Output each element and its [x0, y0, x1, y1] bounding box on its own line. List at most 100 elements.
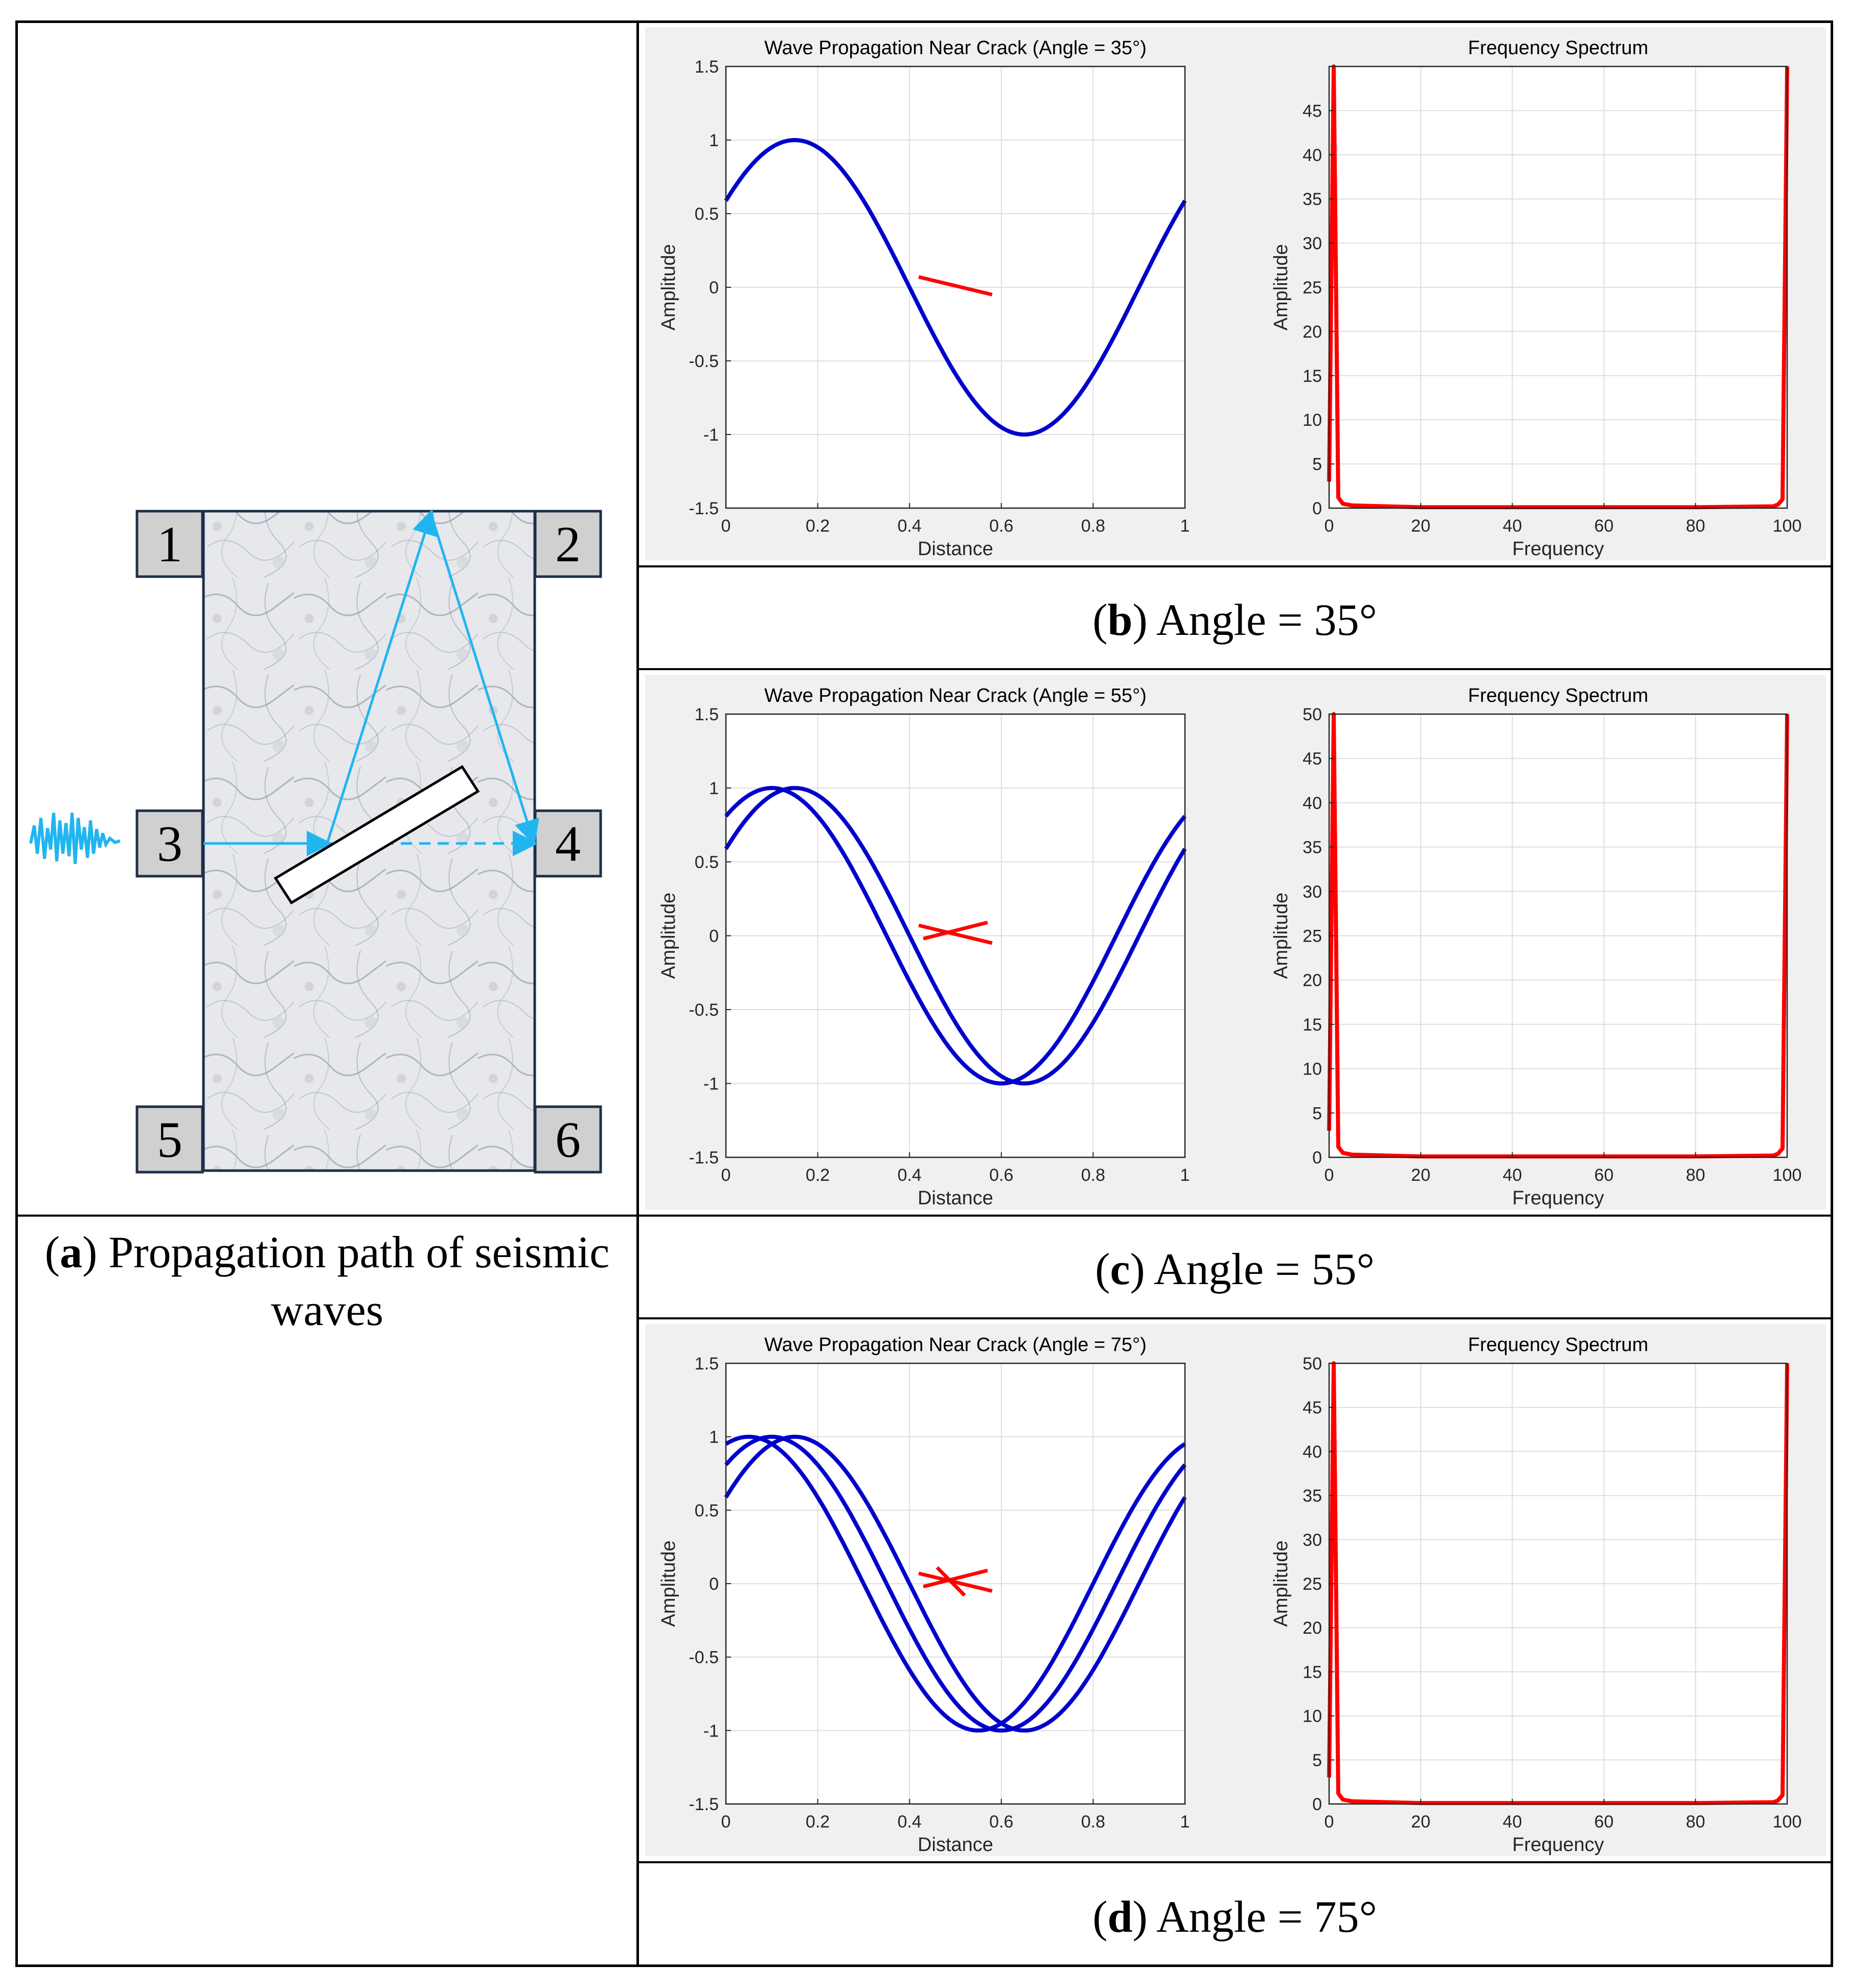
y-tick-label: 15 [1303, 367, 1322, 386]
frame-left [15, 20, 18, 1967]
x-tick-label: 100 [1773, 516, 1802, 536]
caption-a-text: Propagation path of seismic waves [108, 1228, 610, 1335]
y-axis-label: Amplitude [658, 893, 679, 979]
y-tick-label: 25 [1303, 1574, 1322, 1594]
caption-c: (c) Angle = 55° [1095, 1245, 1375, 1294]
x-tick-label: 1 [1180, 1812, 1190, 1832]
y-axis-label: Amplitude [658, 1541, 679, 1627]
caption-b: (b) Angle = 35° [1092, 596, 1377, 645]
frame-right [1831, 20, 1833, 1967]
y-tick-label: 1.5 [695, 705, 719, 724]
x-tick-label: 0.6 [989, 516, 1013, 536]
svg-text:5: 5 [157, 1111, 182, 1168]
sensor-6: 6 [534, 1105, 602, 1174]
wave-line-0 [724, 786, 1187, 1086]
y-tick-label: 40 [1303, 146, 1322, 165]
y-axis-label: Amplitude [1270, 244, 1292, 331]
y-tick-label: 20 [1303, 971, 1322, 990]
chart-title: Frequency Spectrum [1468, 1334, 1649, 1356]
frame-top [15, 20, 1833, 23]
chart-2: 0 0.2 0.4 0.6 0.8 1 -1.5 -1 -0.5 0 0.5 1 1.5 Wave Pro… [658, 685, 1190, 1209]
x-tick-label: 20 [1411, 1166, 1430, 1185]
y-axis-label: Amplitude [1270, 893, 1292, 979]
caption-b-text: Angle = 35° [1156, 596, 1377, 645]
wave-line-1 [724, 1434, 1187, 1733]
crack-line-1 [923, 921, 988, 941]
y-tick-label: -1.5 [689, 499, 719, 518]
x-tick-label: 0.2 [806, 1166, 830, 1185]
svg-text:6: 6 [555, 1111, 581, 1168]
row-divider-d-top [636, 1861, 1833, 1863]
y-tick-label: 0 [1312, 1795, 1322, 1814]
caption-a-letter: a [59, 1228, 82, 1277]
chart-4: 0 0.2 0.4 0.6 0.8 1 -1.5 -1 -0.5 0 0.5 1 1.5 Wave Pro… [658, 1334, 1190, 1856]
caption-c-letter: c [1110, 1245, 1130, 1294]
frame-bottom [15, 1964, 1833, 1967]
y-tick-label: 5 [1312, 455, 1322, 474]
frame-middle [636, 20, 639, 1967]
x-tick-label: 0.4 [898, 516, 922, 536]
y-tick-label: 20 [1303, 1618, 1322, 1638]
reflected-ray-down [429, 513, 539, 846]
y-tick-label: -1.5 [689, 1795, 719, 1814]
caption-d: (d) Angle = 75° [1092, 1892, 1377, 1942]
y-tick-label: 0.5 [695, 853, 719, 872]
y-tick-label: 30 [1303, 1530, 1322, 1550]
x-axis-label: Frequency [1512, 1834, 1604, 1856]
x-tick-label: 0.8 [1081, 1166, 1105, 1185]
y-tick-label: 0 [1312, 1148, 1322, 1168]
chart-5: 0 20 40 60 80 100 0 5 10 15 20 25 30 35 40 45 50 Frequenc… [1270, 1334, 1801, 1856]
seismic-source-waveform [29, 812, 121, 864]
y-tick-label: 30 [1303, 234, 1322, 254]
y-tick-label: 1.5 [695, 57, 719, 77]
chart-3: 0 20 40 60 80 100 0 5 10 15 20 25 30 35 40 45 50 Frequenc… [1270, 685, 1801, 1209]
sensor-4: 4 [534, 809, 602, 878]
y-tick-label: 10 [1303, 1060, 1322, 1079]
x-tick-label: 0 [721, 1166, 731, 1185]
sensor-2: 2 [534, 510, 602, 578]
x-tick-label: 0 [1325, 516, 1334, 536]
y-tick-label: 35 [1303, 1487, 1322, 1506]
y-tick-label: -0.5 [689, 1000, 719, 1020]
y-tick-label: 0.5 [695, 204, 719, 224]
svg-text:3: 3 [157, 815, 182, 872]
sensor-1: 1 [135, 510, 204, 578]
sensor-3: 3 [135, 809, 204, 878]
x-tick-label: 0 [1325, 1812, 1334, 1832]
caption-c-text: Angle = 55° [1153, 1245, 1375, 1294]
reflected-ray-up [326, 509, 437, 844]
caption-d-text: Angle = 75° [1156, 1892, 1377, 1942]
y-axis-label: Amplitude [658, 244, 679, 331]
y-tick-label: 35 [1303, 838, 1322, 857]
x-tick-label: 80 [1686, 516, 1705, 536]
x-tick-label: 80 [1686, 1812, 1705, 1832]
x-tick-label: 0.8 [1081, 1812, 1105, 1832]
y-tick-label: 25 [1303, 927, 1322, 946]
row-divider-b-bottom [636, 668, 1833, 670]
wave-line-0 [724, 138, 1187, 437]
y-tick-label: 1 [709, 779, 719, 798]
x-tick-label: 100 [1773, 1166, 1802, 1185]
crack-line-0 [918, 923, 993, 945]
y-tick-label: 10 [1303, 1707, 1322, 1726]
wave-line-1 [724, 786, 1187, 1086]
sensor-5: 5 [135, 1105, 204, 1174]
x-tick-label: 1 [1180, 1166, 1190, 1185]
row-divider-left [15, 1215, 639, 1217]
row-divider-c-bottom [636, 1317, 1833, 1319]
y-tick-label: 35 [1303, 190, 1322, 209]
row-divider-b-top [636, 565, 1833, 567]
x-tick-label: 0.8 [1081, 516, 1105, 536]
x-tick-label: 40 [1502, 1166, 1522, 1185]
y-axis-label: Amplitude [1270, 1541, 1292, 1627]
x-axis-label: Distance [918, 1834, 993, 1856]
y-tick-label: 0 [709, 1574, 719, 1594]
y-tick-label: 0.5 [695, 1501, 719, 1520]
chart-title: Frequency Spectrum [1468, 37, 1649, 59]
x-axis-label: Frequency [1512, 1187, 1604, 1209]
chart-title: Wave Propagation Near Crack (Angle = 55°… [764, 685, 1147, 706]
y-tick-label: 0 [1312, 499, 1322, 518]
crack-line-1 [923, 1568, 988, 1589]
